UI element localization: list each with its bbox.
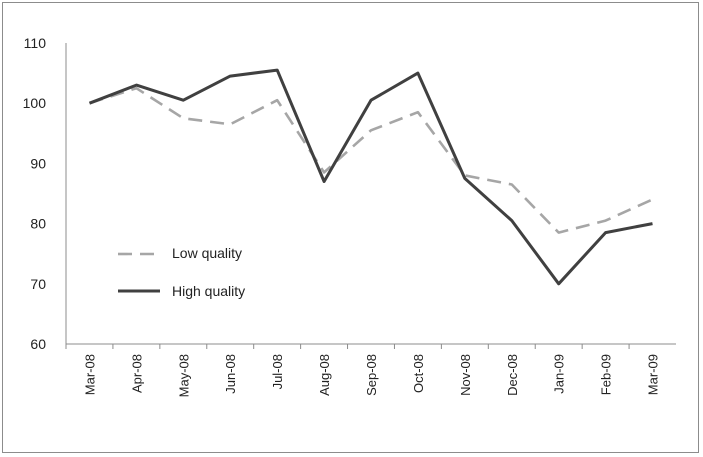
y-tick-labels: 60 70 80 90 100 110 xyxy=(23,35,47,352)
y-tick-label: 70 xyxy=(30,276,46,292)
legend-label-low-quality: Low quality xyxy=(172,245,242,261)
x-tick-label: Sep-08 xyxy=(364,354,379,396)
x-tick-label: May-08 xyxy=(176,354,191,397)
series-line-low-quality xyxy=(89,86,654,234)
x-tick-label: Feb-09 xyxy=(599,354,614,395)
y-tick-label: 90 xyxy=(30,155,46,171)
y-tick-label: 100 xyxy=(23,95,47,111)
x-tick-label: Dec-08 xyxy=(505,354,520,396)
y-tick-label: 80 xyxy=(30,216,46,232)
x-tick-label: Mar-09 xyxy=(646,354,661,395)
y-tick-label: 60 xyxy=(30,336,46,352)
x-tick-label: Mar-08 xyxy=(82,354,97,395)
axes xyxy=(65,43,676,345)
x-tick-label: Jul-08 xyxy=(270,354,285,389)
x-tick-label: Apr-08 xyxy=(129,354,144,393)
x-tick-labels: Mar-08 Apr-08 May-08 Jun-08 Jul-08 Aug-08 Sep-… xyxy=(65,344,661,397)
series-line-high-quality xyxy=(88,68,653,286)
x-tick-label: Jun-08 xyxy=(223,354,238,394)
x-tick-label: Jan-09 xyxy=(552,354,567,394)
x-tick-label: Oct-08 xyxy=(411,354,426,393)
x-tick-label: Aug-08 xyxy=(317,354,332,396)
x-tick-label: Nov-08 xyxy=(458,354,473,396)
legend: Low quality High quality xyxy=(118,245,245,299)
series-lines xyxy=(88,68,654,286)
legend-label-high-quality: High quality xyxy=(172,283,245,299)
y-tick-label: 110 xyxy=(24,35,47,51)
